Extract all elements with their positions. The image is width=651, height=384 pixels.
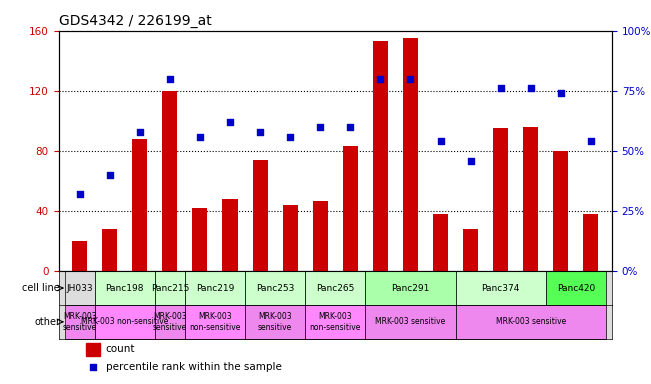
Text: MRK-003
non-sensitive: MRK-003 non-sensitive — [310, 312, 361, 331]
Bar — [283, 205, 298, 271]
Bar — [433, 214, 448, 271]
Text: MRK-003 sensitive: MRK-003 sensitive — [376, 317, 445, 326]
Text: other: other — [34, 317, 60, 327]
Text: Panc265: Panc265 — [316, 283, 354, 293]
Point — [555, 90, 566, 96]
Bar — [312, 200, 327, 271]
Bar — [463, 229, 478, 271]
Bar — [102, 229, 117, 271]
Text: Panc420: Panc420 — [557, 283, 595, 293]
FancyBboxPatch shape — [155, 305, 185, 339]
FancyBboxPatch shape — [305, 305, 365, 339]
Point — [74, 191, 85, 197]
Point — [135, 129, 145, 135]
Bar — [132, 139, 147, 271]
FancyBboxPatch shape — [365, 305, 456, 339]
Point — [495, 85, 506, 91]
Bar — [493, 128, 508, 271]
Point — [465, 157, 476, 164]
Text: Panc215: Panc215 — [150, 283, 189, 293]
Bar — [72, 241, 87, 271]
Bar — [223, 199, 238, 271]
Point — [255, 129, 266, 135]
FancyBboxPatch shape — [155, 271, 185, 305]
Text: Panc253: Panc253 — [256, 283, 294, 293]
FancyBboxPatch shape — [305, 271, 365, 305]
FancyBboxPatch shape — [64, 271, 94, 305]
Point — [165, 76, 175, 82]
Text: Panc374: Panc374 — [482, 283, 520, 293]
Bar — [583, 214, 598, 271]
Bar — [523, 127, 538, 271]
Bar — [343, 146, 358, 271]
Point — [89, 364, 99, 370]
Text: percentile rank within the sample: percentile rank within the sample — [105, 362, 281, 372]
Text: MRK-003 non-sensitive: MRK-003 non-sensitive — [81, 317, 169, 326]
Point — [345, 124, 355, 130]
Text: MRK-003
non-sensitive: MRK-003 non-sensitive — [189, 312, 241, 331]
Point — [525, 85, 536, 91]
Text: MRK-003
sensitive: MRK-003 sensitive — [258, 312, 292, 331]
FancyBboxPatch shape — [365, 271, 456, 305]
Text: Panc219: Panc219 — [196, 283, 234, 293]
Point — [225, 119, 235, 125]
FancyBboxPatch shape — [245, 305, 305, 339]
Text: MRK-003 sensitive: MRK-003 sensitive — [495, 317, 566, 326]
Point — [436, 138, 446, 144]
Bar — [162, 91, 177, 271]
Point — [195, 133, 205, 139]
FancyBboxPatch shape — [456, 305, 606, 339]
Bar — [373, 41, 388, 271]
FancyBboxPatch shape — [456, 271, 546, 305]
Text: Panc291: Panc291 — [391, 283, 430, 293]
FancyBboxPatch shape — [185, 271, 245, 305]
Point — [405, 76, 415, 82]
Text: GDS4342 / 226199_at: GDS4342 / 226199_at — [59, 14, 212, 28]
FancyBboxPatch shape — [185, 305, 245, 339]
Point — [586, 138, 596, 144]
FancyBboxPatch shape — [245, 271, 305, 305]
FancyBboxPatch shape — [64, 305, 94, 339]
Text: cell line: cell line — [22, 283, 60, 293]
Text: count: count — [105, 344, 135, 354]
FancyBboxPatch shape — [94, 271, 155, 305]
Point — [285, 133, 296, 139]
Bar — [86, 343, 100, 356]
Point — [105, 172, 115, 178]
Text: Panc198: Panc198 — [105, 283, 144, 293]
Bar — [553, 151, 568, 271]
Point — [375, 76, 385, 82]
FancyBboxPatch shape — [94, 305, 155, 339]
Bar — [253, 160, 268, 271]
Bar — [403, 38, 418, 271]
Text: MRK-003
sensitive: MRK-003 sensitive — [62, 312, 97, 331]
Text: MRK-003
sensitive: MRK-003 sensitive — [153, 312, 187, 331]
FancyBboxPatch shape — [546, 271, 606, 305]
Point — [315, 124, 326, 130]
Text: JH033: JH033 — [66, 283, 93, 293]
Bar — [193, 208, 208, 271]
